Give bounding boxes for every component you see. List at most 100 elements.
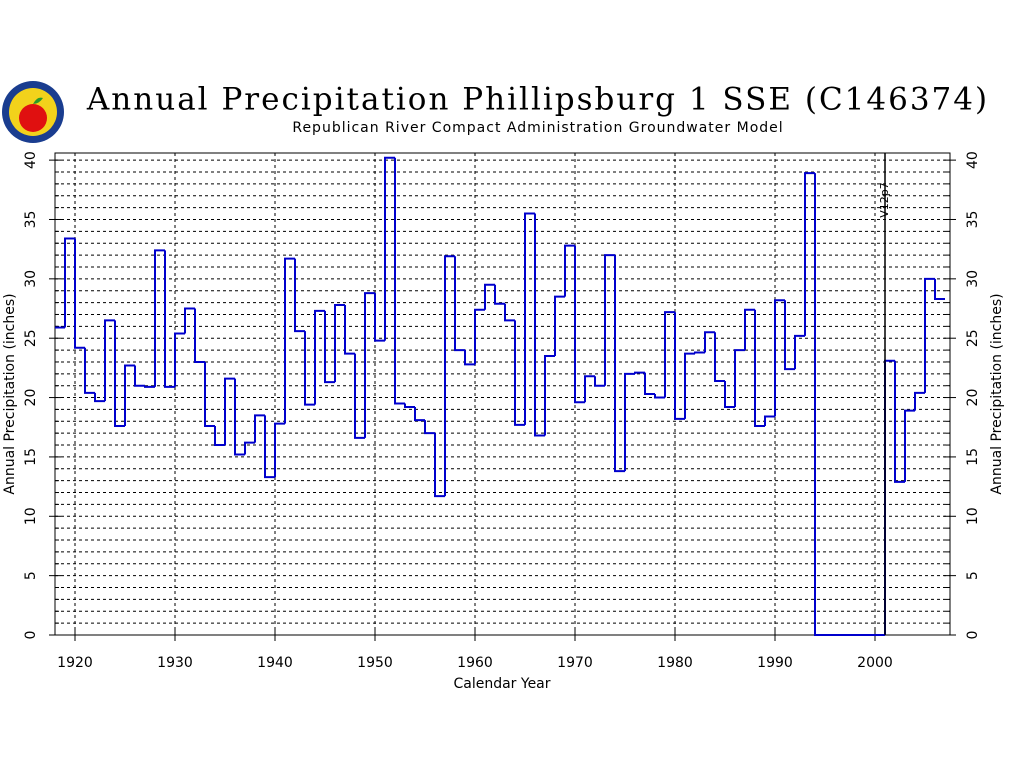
step-segment <box>274 422 285 478</box>
plot-frame <box>54 152 951 636</box>
step-segment <box>684 352 695 419</box>
step-segment <box>444 255 455 497</box>
step-segment <box>64 237 75 328</box>
step-segment <box>404 403 415 409</box>
step-segment <box>464 350 475 366</box>
step-segment <box>124 364 135 427</box>
step-segment <box>574 245 585 404</box>
chart-title: Annual Precipitation Phillipsburg 1 SSE … <box>86 82 989 118</box>
step-segment <box>314 309 325 405</box>
y2-tick-label: 35 <box>965 211 981 229</box>
step-segment <box>794 334 805 370</box>
step-segment <box>814 173 825 636</box>
step-segment <box>254 414 265 443</box>
y2-tick-label: 5 <box>965 571 981 580</box>
step-segment <box>664 311 675 398</box>
x-tick-label: 2000 <box>857 655 893 671</box>
y2-tick-label: 25 <box>965 329 981 347</box>
step-segment <box>914 391 925 411</box>
step-segment <box>804 172 815 336</box>
step-segment <box>554 295 565 357</box>
y-tick-label: 35 <box>23 211 39 229</box>
step-segment <box>294 258 305 333</box>
y2-tick-label: 0 <box>965 631 981 640</box>
step-segment <box>524 212 535 425</box>
step-segment <box>674 312 685 420</box>
step-segment <box>774 299 785 417</box>
step-segment <box>934 278 945 301</box>
step-segment <box>484 283 495 310</box>
step-segment <box>394 157 405 405</box>
y2-axis-title: Annual Precipitation (inches) <box>989 293 1005 494</box>
step-segment <box>284 257 295 424</box>
x-tick-label: 1930 <box>157 655 193 671</box>
y2-tick-label: 30 <box>965 270 981 288</box>
step-segment <box>454 256 465 352</box>
y-tick-label: 10 <box>23 507 39 525</box>
step-segment <box>744 308 755 351</box>
y-tick-label: 15 <box>23 448 39 466</box>
step-segment <box>884 359 895 635</box>
step-segment <box>84 347 95 394</box>
step-segment <box>204 361 215 428</box>
chart-subtitle: Republican River Compact Administration … <box>292 120 783 136</box>
logo <box>2 81 64 143</box>
step-segment <box>324 310 335 384</box>
step-segment <box>174 332 185 387</box>
x-tick-label: 1970 <box>557 655 593 671</box>
y2-tick-label: 10 <box>965 507 981 525</box>
step-segment <box>474 308 485 365</box>
step-segment <box>374 293 385 342</box>
y-tick-label: 30 <box>23 270 39 288</box>
y2-tick-label: 20 <box>965 389 981 407</box>
step-segment <box>634 371 645 374</box>
step-segment <box>134 365 145 387</box>
step-segment <box>74 238 85 349</box>
y-tick-label: 25 <box>23 329 39 347</box>
step-segment <box>364 292 375 438</box>
step-segment <box>704 331 715 353</box>
step-segment <box>434 433 445 498</box>
step-segment <box>234 378 245 456</box>
x-tick-label: 1990 <box>757 655 793 671</box>
step-segment <box>754 309 765 428</box>
annotation-label: V12p7 <box>878 182 891 218</box>
step-segment <box>644 372 655 395</box>
step-segment <box>624 372 635 472</box>
step-segment <box>264 415 275 479</box>
step-segment <box>734 349 745 408</box>
step-segment <box>194 308 205 363</box>
step-segment <box>184 307 195 334</box>
step-segment <box>614 255 625 473</box>
y2-tick-label: 15 <box>965 448 981 466</box>
y-tick-label: 0 <box>23 631 39 640</box>
step-segment <box>924 277 935 393</box>
step-segment <box>594 376 605 387</box>
step-segment <box>154 249 165 387</box>
step-segment <box>494 284 505 305</box>
step-segment <box>694 351 705 354</box>
step-segment <box>244 441 255 455</box>
x-axis-title: Calendar Year <box>453 676 550 692</box>
step-segment <box>144 385 155 388</box>
step-segment <box>894 360 905 483</box>
step-segment <box>504 303 515 322</box>
step-segment <box>764 415 775 427</box>
step-segment <box>94 392 105 403</box>
y-axis-title: Annual Precipitation (inches) <box>2 293 18 494</box>
x-tick-label: 1950 <box>357 655 393 671</box>
step-segment <box>904 409 915 482</box>
y-tick-label: 20 <box>23 389 39 407</box>
step-segment <box>544 355 555 436</box>
step-segment <box>114 320 125 428</box>
step-segment <box>344 304 355 355</box>
step-segment <box>334 303 345 383</box>
x-tick-label: 1960 <box>457 655 493 671</box>
x-tick-label: 1940 <box>257 655 293 671</box>
x-tick-label: 1920 <box>57 655 93 671</box>
step-segment <box>214 426 225 447</box>
step-segment <box>224 377 235 446</box>
step-segment <box>724 380 735 409</box>
step-segment <box>584 375 595 403</box>
